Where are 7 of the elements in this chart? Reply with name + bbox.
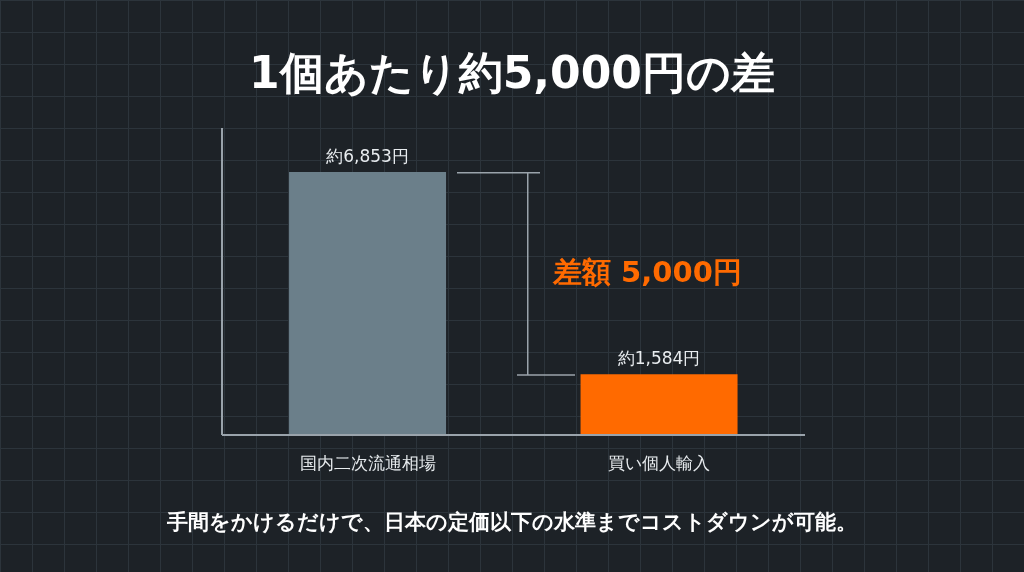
text: 手間をかけるだけで、日本の定価以下の水準までコストダウンが可能。 bbox=[166, 509, 858, 536]
x-tick-label: 国内二次流通相場 bbox=[299, 453, 436, 474]
annotation: 差額 5,000円 bbox=[553, 254, 742, 292]
data-label: 約6,853円 bbox=[326, 146, 409, 167]
chart-title: 1個あたり約5,000円の差 bbox=[248, 46, 776, 100]
data-label: 約1,584円 bbox=[617, 348, 701, 369]
x-tick-label: 買い個人輸入 bbox=[608, 453, 711, 474]
